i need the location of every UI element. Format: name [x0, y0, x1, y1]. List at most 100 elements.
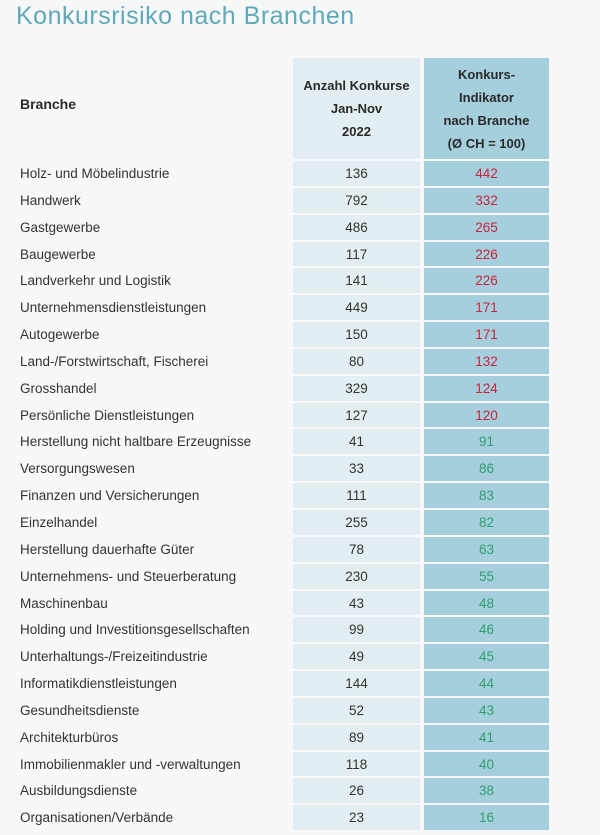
cell-count: 49 [293, 644, 420, 670]
cell-indicator: 91 [424, 429, 549, 455]
cell-branche: Immobilienmakler und -verwaltungen [20, 756, 241, 772]
cell-indicator: 124 [424, 375, 549, 401]
table-row: Herstellung dauerhafte Güter 78 63 [0, 536, 600, 564]
cell-count: 41 [293, 429, 420, 455]
page-title: Konkursrisiko nach Branchen [16, 2, 355, 30]
cell-count: 99 [293, 617, 420, 643]
cell-branche: Unternehmensdienstleistungen [20, 300, 207, 316]
header-branche: Branche [20, 96, 77, 112]
cell-indicator: 63 [424, 536, 549, 562]
cell-branche: Land-/Forstwirtschaft, Fischerei [20, 353, 209, 369]
header-indicator-line: Konkurs- [457, 66, 516, 82]
table-row: Einzelhandel 255 82 [0, 509, 600, 537]
table-row: Herstellung nicht haltbare Erzeugnisse 41… [0, 429, 600, 456]
table-row: Architekturbüros 89 41 [0, 724, 600, 752]
cell-count: 52 [293, 697, 420, 723]
cell-branche: Herstellung nicht haltbare Erzeugnisse [20, 434, 252, 450]
cell-indicator: 120 [424, 402, 549, 428]
cell-indicator: 82 [424, 509, 549, 535]
cell-branche: Autogewerbe [20, 327, 100, 343]
cell-indicator: 43 [424, 697, 549, 723]
header-indicator: Konkurs- Indikator nach Branche (Ø CH = … [424, 58, 549, 159]
table-row: Baugewerbe 117 226 [0, 241, 600, 269]
cell-branche: Versorgungswesen [20, 461, 135, 477]
cell-branche: Gesundheitsdienste [20, 702, 140, 718]
cell-branche: Finanzen und Versicherungen [20, 488, 200, 504]
table-row: Immobilienmakler und -verwaltungen 118 40 [0, 751, 600, 779]
cell-indicator: 46 [424, 617, 549, 643]
cell-count: 33 [293, 456, 420, 482]
table-row: Organisationen/Verbände 23 16 [0, 805, 600, 832]
cell-count: 43 [293, 590, 420, 616]
cell-count: 144 [293, 671, 420, 696]
table-row: Unternehmens- und Steuerberatung 230 55 [0, 563, 600, 591]
table-row: Finanzen und Versicherungen 111 83 [0, 483, 600, 510]
cell-branche: Gastgewerbe [20, 219, 101, 235]
cell-count: 449 [293, 295, 420, 321]
table-body: Holz- und Möbelindustrie 136 442 Handwerk 79… [0, 161, 600, 832]
cell-count: 78 [293, 536, 420, 562]
cell-branche: Holz- und Möbelindustrie [20, 166, 170, 181]
table-row: Ausbildungsdienste 26 38 [0, 778, 600, 805]
header-count-line: 2022 [342, 124, 371, 139]
table-row: Maschinenbau 43 48 [0, 590, 600, 618]
cell-branche: Baugewerbe [20, 246, 96, 262]
cell-indicator: 55 [424, 563, 549, 589]
cell-count: 150 [293, 322, 420, 347]
cell-branche: Maschinenbau [20, 595, 108, 611]
cell-indicator: 226 [424, 241, 549, 267]
table-row: Informatikdienstleistungen 144 44 [0, 671, 600, 698]
cell-indicator: 171 [424, 295, 549, 321]
header-count-line: Anzahl Konkurse [303, 78, 410, 93]
cell-count: 141 [293, 268, 420, 294]
header-indicator-line: (Ø CH = 100) [447, 135, 526, 151]
cell-branche: Einzelhandel [20, 514, 98, 530]
cell-indicator: 171 [424, 322, 549, 347]
table-row: Holding und Investitionsgesellschaften 99… [0, 617, 600, 644]
cell-indicator: 41 [424, 724, 549, 750]
cell-branche: Unternehmens- und Steuerberatung [20, 568, 237, 584]
cell-indicator: 16 [424, 805, 549, 831]
table-row: Handwerk 792 332 [0, 187, 600, 215]
cell-indicator: 226 [424, 268, 549, 294]
bankruptcy-risk-table: Branche Anzahl Konkurse Jan-Nov 2022 Kon… [0, 58, 600, 832]
table-row: Grosshandel 329 124 [0, 375, 600, 403]
cell-branche: Persönliche Dienstleistungen [20, 407, 195, 423]
cell-indicator: 40 [424, 751, 549, 777]
cell-branche: Herstellung dauerhafte Güter [20, 541, 195, 557]
cell-branche: Architekturbüros [20, 729, 119, 745]
cell-count: 26 [293, 778, 420, 804]
header-count: Anzahl Konkurse Jan-Nov 2022 [293, 58, 420, 159]
cell-indicator: 132 [424, 348, 549, 374]
cell-count: 329 [293, 375, 420, 401]
cell-branche: Informatikdienstleistungen [20, 676, 177, 692]
cell-indicator: 332 [424, 187, 549, 213]
cell-branche: Ausbildungsdienste [20, 783, 138, 799]
header-indicator-line: Indikator [459, 89, 514, 105]
cell-branche: Organisationen/Verbände [20, 810, 174, 826]
cell-indicator: 442 [424, 161, 549, 186]
header-indicator-line: nach Branche [443, 112, 530, 128]
cell-count: 127 [293, 402, 420, 428]
cell-count: 792 [293, 187, 420, 213]
cell-count: 136 [293, 161, 420, 186]
cell-count: 80 [293, 348, 420, 374]
cell-indicator: 48 [424, 590, 549, 616]
cell-indicator: 83 [424, 483, 549, 508]
table-row: Gesundheitsdienste 52 43 [0, 697, 600, 725]
table-row: Versorgungswesen 33 86 [0, 456, 600, 483]
cell-indicator: 38 [424, 778, 549, 804]
cell-branche: Grosshandel [20, 380, 97, 396]
table-row: Holz- und Möbelindustrie 136 442 [0, 161, 600, 188]
table-row: Unterhaltungs-/Freizeitindustrie 49 45 [0, 644, 600, 671]
header-count-line: Jan-Nov [330, 101, 383, 116]
table-row: Unternehmensdienstleistungen 449 171 [0, 295, 600, 322]
table-row: Landverkehr und Logistik 141 226 [0, 268, 600, 295]
cell-indicator: 86 [424, 456, 549, 482]
cell-branche: Holding und Investitionsgesellschaften [20, 622, 250, 638]
cell-indicator: 265 [424, 214, 549, 240]
table-row: Autogewerbe 150 171 [0, 322, 600, 349]
cell-count: 23 [293, 805, 420, 831]
cell-count: 117 [293, 241, 420, 267]
cell-count: 118 [293, 751, 420, 777]
